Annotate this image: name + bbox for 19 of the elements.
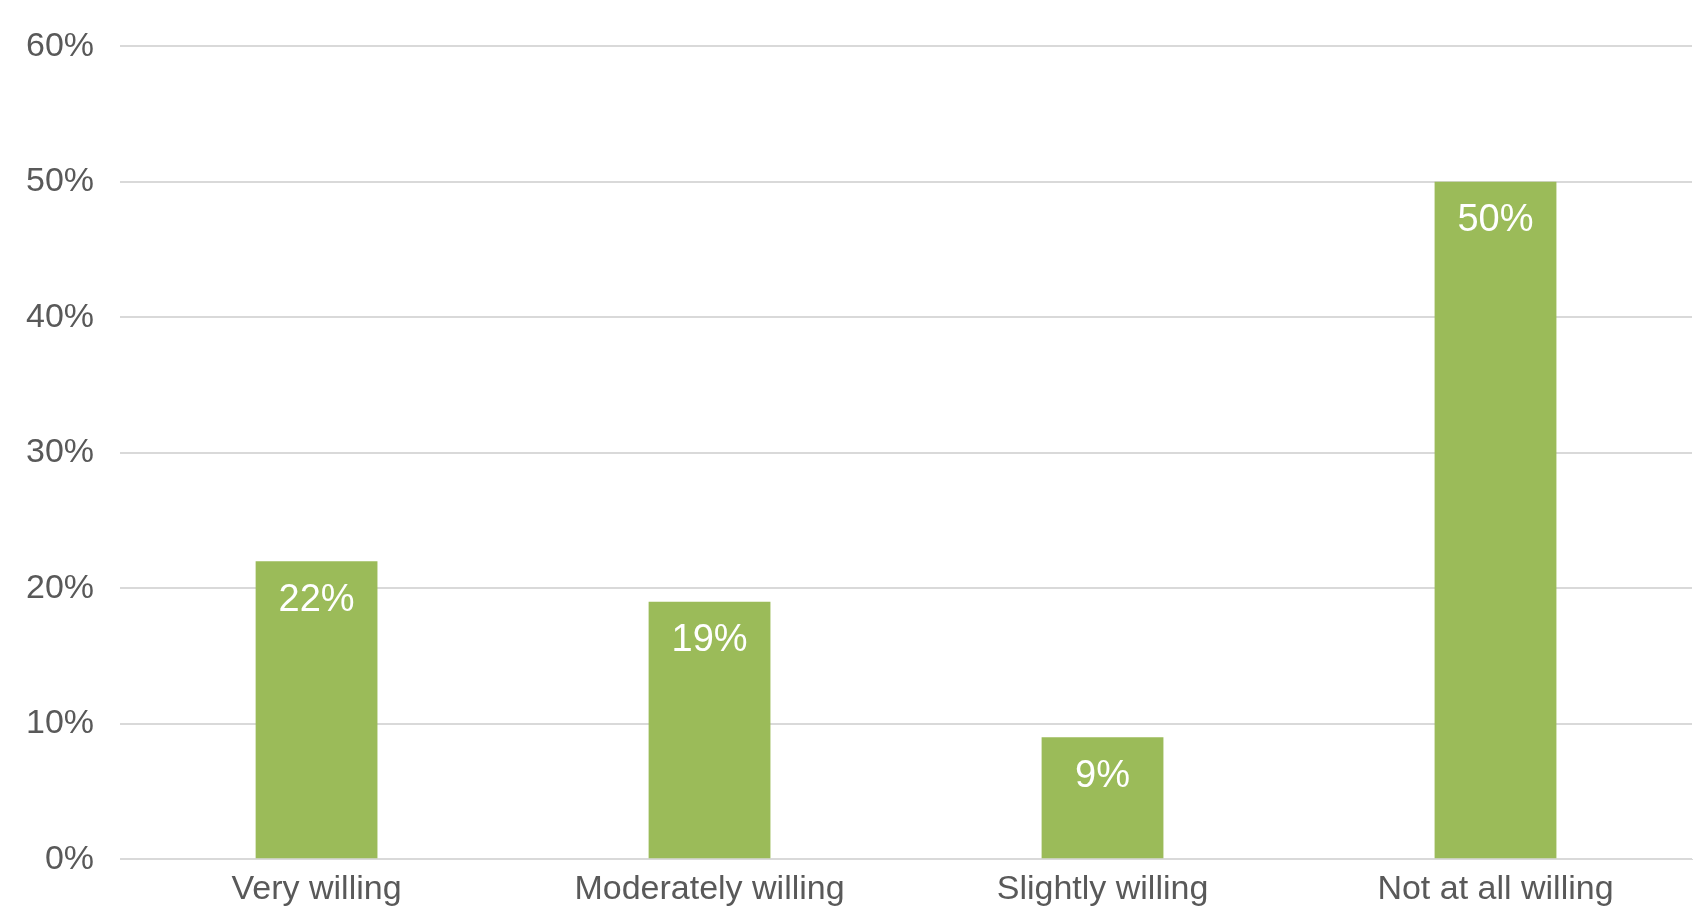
data-label: 19% — [671, 617, 748, 660]
x-tick-label: Not at all willing — [1377, 867, 1614, 906]
y-tick-label: 20% — [25, 566, 95, 605]
y-tick-label: 60% — [25, 24, 95, 63]
data-label: 50% — [1457, 197, 1534, 240]
bar — [1041, 737, 1164, 859]
bar — [1434, 181, 1557, 859]
x-tick-label: Moderately willing — [574, 867, 845, 906]
x-tick-label: Very willing — [231, 867, 402, 906]
bar — [255, 561, 378, 859]
data-label: 22% — [278, 576, 355, 619]
y-tick-label: 40% — [25, 295, 95, 334]
y-tick-label: 10% — [25, 702, 95, 741]
y-tick-label: 30% — [25, 431, 95, 470]
data-label: 9% — [1075, 752, 1130, 795]
x-tick-label: Slightly willing — [996, 867, 1209, 906]
y-tick-label: 50% — [25, 160, 95, 199]
y-tick-label: 0% — [44, 837, 95, 876]
bar — [648, 601, 771, 859]
